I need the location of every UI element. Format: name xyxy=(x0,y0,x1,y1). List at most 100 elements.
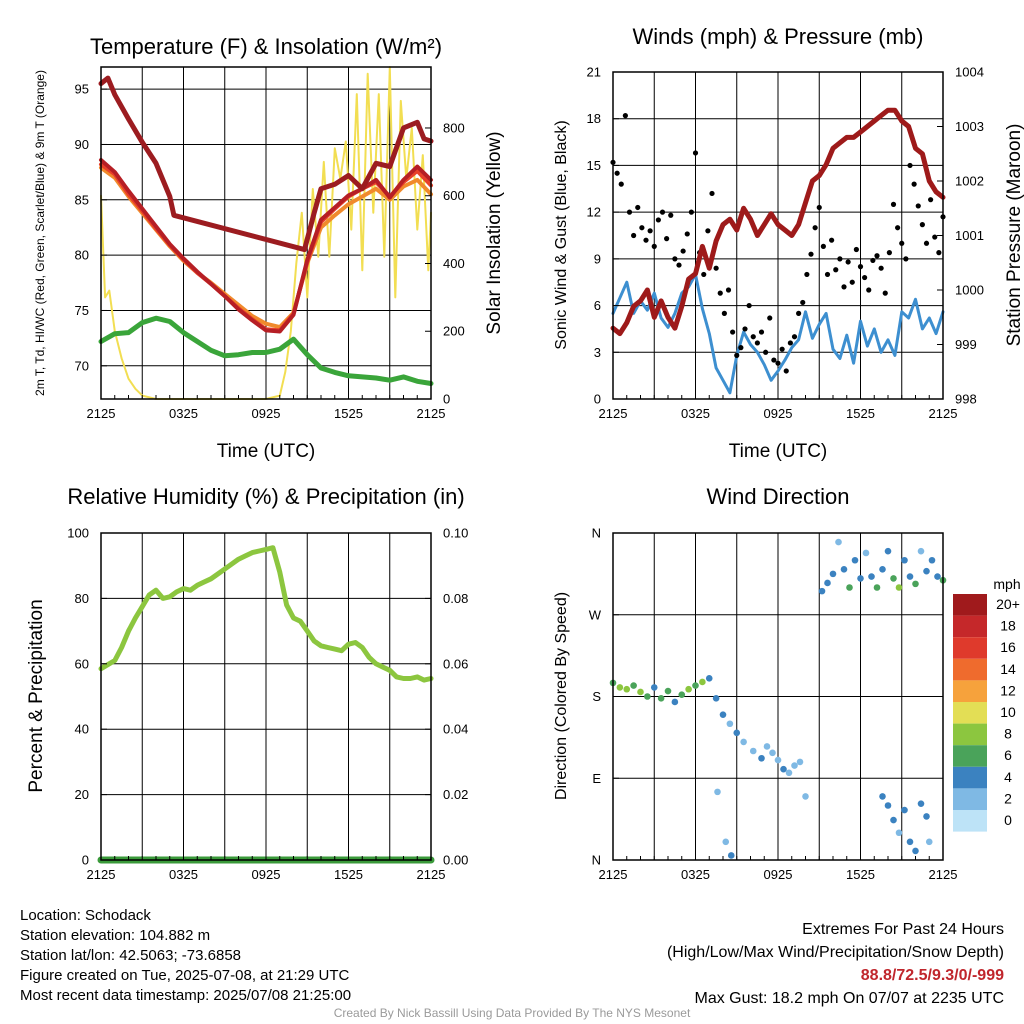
y2-tick-label: 1001 xyxy=(955,228,984,243)
series-line-td xyxy=(98,315,434,386)
y2-tick-label: 600 xyxy=(443,188,465,203)
gust-point xyxy=(614,170,620,176)
direction-point xyxy=(901,556,908,564)
x-tick-label: 0325 xyxy=(681,867,710,882)
direction-point xyxy=(879,793,886,800)
gust-point xyxy=(804,271,810,278)
direction-point xyxy=(780,765,787,773)
y2-tick-label: 0 xyxy=(443,392,450,407)
gust-point xyxy=(899,240,905,246)
x-tick-label: 0325 xyxy=(681,406,710,421)
y-tick-label: 90 xyxy=(75,137,89,152)
direction-point xyxy=(769,749,776,757)
direction-point xyxy=(712,695,720,702)
temperature-chart-ylabel: 2m T, Td, HI/WC (Red, Green, Scarlet/Blu… xyxy=(33,70,47,396)
direction-point xyxy=(749,747,757,755)
y-tick-label: 75 xyxy=(75,303,89,318)
direction-point xyxy=(758,754,765,762)
y-tick-label: N xyxy=(592,526,601,541)
gust-point xyxy=(878,265,884,271)
legend-swatch xyxy=(953,637,987,659)
gust-point xyxy=(701,271,707,278)
gust-point xyxy=(672,256,678,262)
y2-tick-label: 0.08 xyxy=(443,591,468,606)
x-tick-label: 2125 xyxy=(929,406,958,421)
legend-swatch xyxy=(953,766,987,789)
legend-label: 2 xyxy=(1004,790,1012,806)
winds-chart-ylabel: Sonic Wind & Gust (Blue, Black) xyxy=(553,120,570,349)
y2-tick-label: 1003 xyxy=(955,119,984,134)
direction-point xyxy=(664,687,672,695)
y-tick-label: W xyxy=(589,607,602,622)
gust-point xyxy=(717,290,723,296)
direction-point xyxy=(692,682,699,689)
y-tick-label: E xyxy=(592,771,601,786)
y2-tick-label: 0.06 xyxy=(443,656,468,671)
direction-point xyxy=(785,769,793,777)
x-tick-label: 0325 xyxy=(169,406,198,421)
gust-point xyxy=(903,256,909,262)
direction-point xyxy=(650,684,658,691)
legend-swatch xyxy=(953,702,987,724)
direction-point xyxy=(912,580,919,588)
direction-point xyxy=(774,756,782,764)
direction-point xyxy=(829,570,837,578)
x-tick-label: 0925 xyxy=(252,867,281,882)
legend-label: 14 xyxy=(1000,661,1016,677)
legend-title: mph xyxy=(993,576,1020,592)
gust-point xyxy=(758,329,765,335)
winds-chart-title: Winds (mph) & Pressure (mb) xyxy=(633,24,924,49)
gust-point xyxy=(808,251,814,257)
direction-point xyxy=(630,682,637,689)
gust-point xyxy=(750,334,756,340)
y2-tick-label: 1002 xyxy=(955,174,984,189)
direction-point xyxy=(722,838,730,846)
temperature-chart-y2label: Solar Insolation (Yellow) xyxy=(484,131,505,334)
y2-tick-label: 0.10 xyxy=(443,526,468,541)
gust-point xyxy=(845,259,851,265)
legend-swatch xyxy=(953,594,987,616)
direction-point xyxy=(678,691,686,698)
y-tick-label: 12 xyxy=(587,205,601,220)
legend-label: 12 xyxy=(1000,682,1016,698)
series-line-heat-index xyxy=(98,75,434,253)
legend-label: 0 xyxy=(1004,812,1012,828)
y-tick-label: 85 xyxy=(75,192,89,207)
y2-tick-label: 0.02 xyxy=(443,787,468,802)
direction-point xyxy=(884,547,892,555)
gust-point xyxy=(643,237,649,243)
winds-chart-xlabel: Time (UTC) xyxy=(729,441,828,462)
humidity-chart-title: Relative Humidity (%) & Precipitation (i… xyxy=(67,484,464,509)
gust-point xyxy=(705,228,711,234)
extremes-title: Extremes For Past 24 Hours xyxy=(802,921,1004,938)
temperature-chart-xlabel: Time (UTC) xyxy=(217,441,316,462)
gust-point xyxy=(618,181,624,187)
gust-point xyxy=(734,352,740,358)
x-tick-label: 1525 xyxy=(334,867,363,882)
gust-point xyxy=(730,329,736,335)
x-tick-label: 2125 xyxy=(417,867,446,882)
gust-point xyxy=(928,197,934,203)
direction-point xyxy=(637,688,644,696)
direction-point xyxy=(840,566,848,573)
direction-point xyxy=(714,788,721,796)
direction-point xyxy=(906,573,914,580)
direction-point xyxy=(928,556,936,564)
direction-point xyxy=(616,684,624,691)
direction-point xyxy=(733,729,741,737)
legend-swatch xyxy=(953,810,987,832)
x-tick-label: 1525 xyxy=(846,867,875,882)
legend-label: 18 xyxy=(1000,618,1016,634)
series-line-sonic-wind xyxy=(611,272,945,395)
gust-point xyxy=(919,222,925,228)
gust-point xyxy=(800,299,806,306)
direction-point xyxy=(890,575,897,582)
gust-point xyxy=(725,287,732,293)
x-tick-label: 2125 xyxy=(87,867,116,882)
gust-point xyxy=(932,234,938,240)
direction-point xyxy=(763,743,771,750)
gust-point xyxy=(676,262,682,268)
